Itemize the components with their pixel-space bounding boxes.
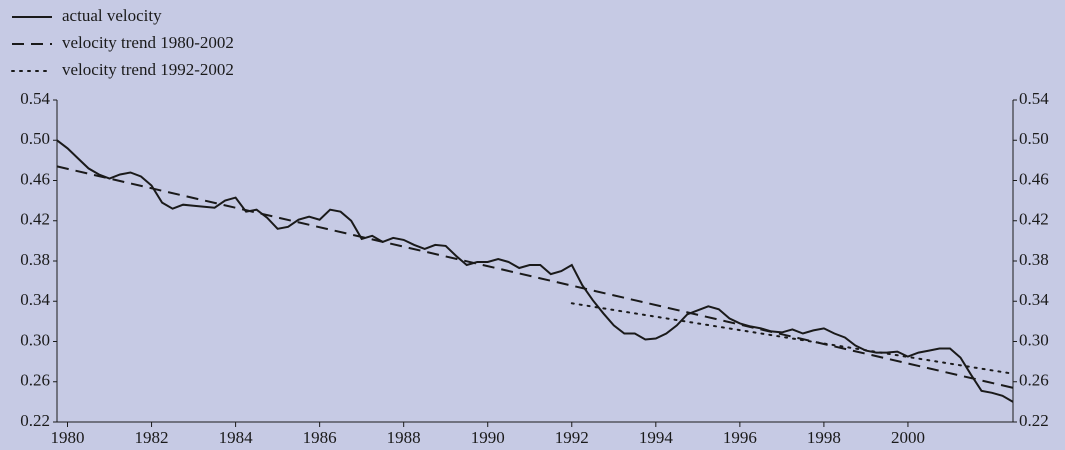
x-tick-label: 1996: [723, 428, 757, 447]
x-tick-label: 1980: [51, 428, 85, 447]
y-tick-label: 0.30: [20, 330, 50, 349]
y-tick-label: 0.22: [20, 411, 50, 430]
y2-tick-label: 0.54: [1019, 89, 1049, 108]
series-line: [56, 165, 1014, 389]
series-line: [56, 139, 1014, 403]
legend-label: actual velocity: [62, 6, 162, 25]
x-tick-label: 1982: [135, 428, 169, 447]
x-tick-label: 1984: [219, 428, 254, 447]
y-tick-label: 0.46: [20, 169, 50, 188]
series-line: [570, 302, 1014, 375]
y2-tick-label: 0.46: [1019, 169, 1049, 188]
y-tick-label: 0.50: [20, 129, 50, 148]
y-tick-label: 0.54: [20, 89, 50, 108]
x-tick-label: 2000: [891, 428, 925, 447]
y2-tick-label: 0.30: [1019, 330, 1049, 349]
y-tick-label: 0.34: [20, 290, 50, 309]
y2-tick-label: 0.22: [1019, 411, 1049, 430]
y2-tick-label: 0.38: [1019, 250, 1049, 269]
x-tick-label: 1988: [387, 428, 421, 447]
legend-label: velocity trend 1980-2002: [62, 33, 234, 52]
y-tick-label: 0.38: [20, 250, 50, 269]
y-tick-label: 0.26: [20, 371, 50, 390]
x-tick-label: 1986: [303, 428, 337, 447]
x-tick-label: 1994: [639, 428, 674, 447]
y2-tick-label: 0.34: [1019, 290, 1049, 309]
legend-label: velocity trend 1992-2002: [62, 60, 234, 79]
x-tick-label: 1992: [555, 428, 589, 447]
y-tick-label: 0.42: [20, 210, 50, 229]
y2-tick-label: 0.42: [1019, 210, 1049, 229]
x-tick-label: 1998: [807, 428, 841, 447]
x-tick-label: 1990: [471, 428, 505, 447]
y2-tick-label: 0.26: [1019, 371, 1049, 390]
y2-tick-label: 0.50: [1019, 129, 1049, 148]
